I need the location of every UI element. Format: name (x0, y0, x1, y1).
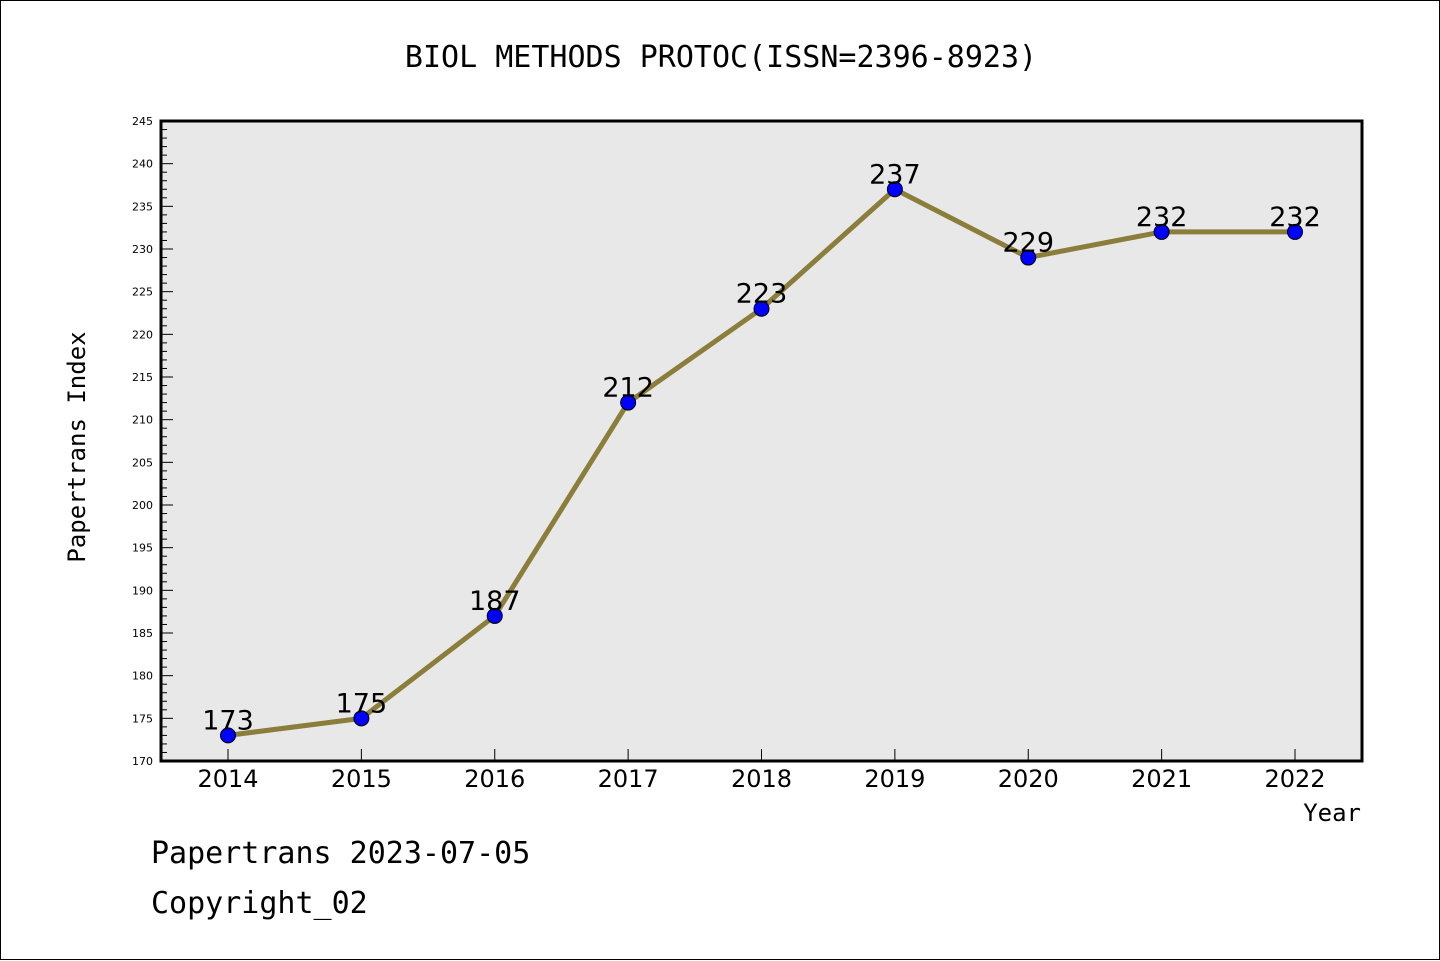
y-tick-label: 180 (132, 670, 153, 683)
data-point (1153, 223, 1170, 240)
data-point (353, 710, 370, 727)
y-tick-label: 185 (132, 627, 153, 640)
data-label: 173 (202, 705, 254, 736)
y-tick-label: 235 (132, 200, 153, 213)
data-point (486, 607, 503, 624)
data-point (220, 727, 236, 744)
data-label: 232 (1136, 202, 1188, 233)
y-tick-label: 240 (132, 158, 153, 171)
data-label: 229 (1002, 228, 1054, 259)
y-tick-label: 225 (132, 286, 153, 299)
data-point (620, 394, 637, 411)
data-point (1287, 223, 1303, 240)
y-tick-label: 220 (132, 328, 153, 341)
y-tick-label: 175 (132, 712, 153, 725)
x-tick-label: 2015 (331, 765, 392, 793)
x-axis-label: Year (1303, 799, 1361, 827)
y-tick-label: 200 (132, 499, 153, 512)
data-label: 175 (336, 688, 388, 719)
x-tick-label: 2016 (464, 765, 525, 793)
data-label: 187 (469, 586, 521, 617)
y-tick-label: 205 (132, 456, 153, 469)
chart-title: BIOL METHODS PROTOC(ISSN=2396-8923) (405, 40, 1037, 75)
data-label: 223 (736, 279, 788, 310)
y-tick-label: 195 (132, 542, 153, 555)
y-tick-label: 245 (132, 115, 153, 128)
x-tick-label: 2018 (731, 765, 792, 793)
data-point (886, 181, 903, 198)
y-axis-label: Papertrans Index (63, 331, 91, 562)
footer-copyright-text: Copyright_02 (151, 886, 368, 921)
footer-date-text: Papertrans 2023-07-05 (151, 836, 531, 871)
x-tick-label: 2017 (598, 765, 659, 793)
y-axis: 170 175 180 185 190 195 200 205 210 215 220 225 230 2… (132, 115, 173, 768)
data-label: 237 (869, 159, 921, 190)
y-tick-label: 215 (132, 371, 153, 384)
y-tick-label: 210 (132, 414, 153, 427)
y-tick-label: 230 (132, 243, 153, 256)
x-tick-label: 2022 (1264, 765, 1325, 793)
x-tick-label: 2020 (998, 765, 1059, 793)
series-layer: 173 175 187 212 223 237 229 232 232 (202, 159, 1321, 744)
x-tick-label: 2021 (1131, 765, 1192, 793)
x-tick-label: 2019 (864, 765, 925, 793)
data-point (753, 300, 770, 317)
y-tick-label: 170 (132, 755, 153, 768)
data-point (1020, 249, 1037, 266)
data-label: 232 (1269, 202, 1321, 233)
data-label: 212 (602, 373, 654, 404)
y-tick-label: 190 (132, 584, 153, 597)
x-tick-label: 2014 (197, 765, 258, 793)
x-axis: 2014 2015 2016 2017 2018 2019 2020 2021 2022 (197, 749, 1326, 793)
